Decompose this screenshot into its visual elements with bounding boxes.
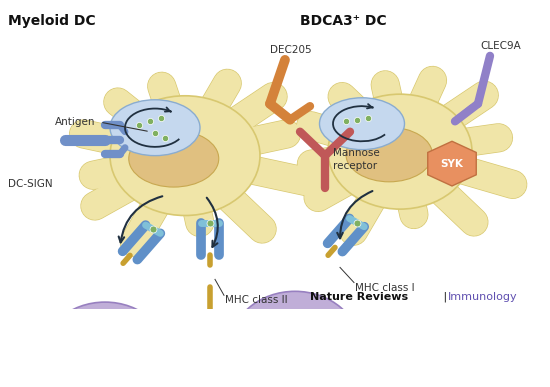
Ellipse shape	[129, 130, 219, 187]
Text: CD8$^+$: CD8$^+$	[277, 333, 313, 348]
Text: T cell: T cell	[87, 361, 123, 374]
Text: Antigen: Antigen	[55, 117, 96, 127]
Text: CD8$^+$: CD8$^+$	[87, 345, 123, 360]
Ellipse shape	[230, 291, 360, 387]
Text: DC-SIGN: DC-SIGN	[8, 178, 53, 188]
Ellipse shape	[155, 321, 275, 387]
Text: T cell: T cell	[196, 377, 234, 387]
Text: Nature Reviews: Nature Reviews	[310, 292, 408, 302]
Text: |: |	[440, 291, 450, 302]
Text: BDCA3⁺ DC: BDCA3⁺ DC	[300, 14, 387, 28]
Text: DEC205: DEC205	[270, 45, 312, 55]
Text: Immunology: Immunology	[448, 292, 518, 302]
Text: MHC class II: MHC class II	[225, 295, 288, 305]
Text: MHC class I: MHC class I	[355, 283, 415, 293]
Text: CD4$^+$: CD4$^+$	[196, 360, 234, 375]
Ellipse shape	[110, 100, 200, 156]
Text: CLEC9A: CLEC9A	[480, 41, 521, 51]
Text: SYK: SYK	[441, 159, 464, 169]
Ellipse shape	[346, 127, 432, 182]
Text: T cell: T cell	[277, 349, 312, 362]
Circle shape	[328, 94, 472, 209]
Text: Myeloid DC: Myeloid DC	[8, 14, 96, 28]
Ellipse shape	[320, 98, 404, 150]
Text: Mannose
receptor: Mannose receptor	[333, 149, 380, 171]
Ellipse shape	[40, 302, 170, 387]
Circle shape	[110, 96, 260, 216]
